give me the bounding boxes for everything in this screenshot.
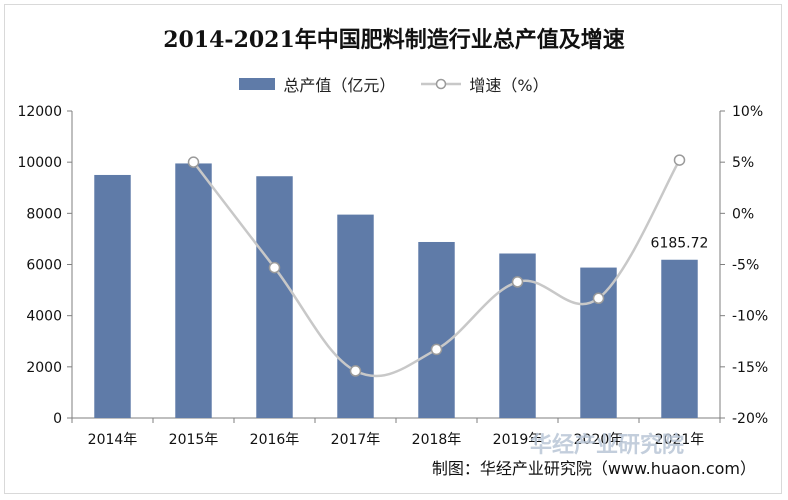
left-tick-label: 6000 bbox=[26, 258, 62, 274]
data-label: 6185.72 bbox=[651, 236, 709, 252]
legend-item-bar: 总产值（亿元） bbox=[239, 72, 395, 96]
bar bbox=[175, 163, 212, 418]
x-tick-label: 2018年 bbox=[412, 432, 462, 448]
bar bbox=[256, 176, 293, 418]
legend-label-line: 增速（%） bbox=[469, 76, 549, 95]
chart-frame bbox=[4, 4, 782, 494]
right-tick-label: -15% bbox=[732, 360, 768, 376]
legend-swatch-bar bbox=[239, 78, 276, 90]
left-tick-label: 2000 bbox=[26, 360, 62, 376]
credit-text: 制图：华经产业研究院（www.huaon.com） bbox=[431, 459, 756, 478]
x-tick-label: 2017年 bbox=[331, 432, 381, 448]
x-tick-label: 2014年 bbox=[88, 432, 138, 448]
x-tick-label: 2021年 bbox=[655, 432, 705, 448]
left-tick-label: 4000 bbox=[26, 309, 62, 325]
x-tick-label: 2020年 bbox=[574, 432, 624, 448]
legend-label-bar: 总产值（亿元） bbox=[283, 76, 396, 95]
growth-point bbox=[673, 154, 686, 166]
right-tick-label: 5% bbox=[732, 155, 754, 171]
growth-point bbox=[268, 261, 281, 274]
bar bbox=[580, 267, 617, 418]
left-tick-label: 12000 bbox=[17, 104, 62, 120]
legend-item-line: 增速（%） bbox=[421, 72, 549, 96]
watermark: 华经产业研究院 bbox=[530, 433, 685, 458]
growth-point bbox=[511, 276, 524, 288]
left-tick-label: 8000 bbox=[26, 206, 62, 222]
right-tick-label: 0% bbox=[732, 206, 754, 222]
x-tick-label: 2015年 bbox=[169, 432, 219, 448]
right-tick-label: -20% bbox=[732, 411, 768, 427]
growth-point bbox=[430, 343, 443, 356]
bar bbox=[337, 214, 374, 418]
x-tick-label: 2019年 bbox=[493, 432, 543, 448]
growth-point bbox=[187, 156, 200, 168]
growth-point bbox=[349, 365, 362, 377]
left-tick-label: 0 bbox=[53, 411, 62, 427]
right-tick-label: 10% bbox=[732, 104, 763, 120]
left-tick-label: 10000 bbox=[17, 155, 62, 171]
x-tick-label: 2016年 bbox=[250, 432, 300, 448]
right-tick-label: -10% bbox=[732, 309, 768, 325]
legend-swatch-line bbox=[421, 78, 462, 90]
right-tick-label: -5% bbox=[732, 258, 759, 274]
growth-point bbox=[592, 292, 605, 305]
chart-title: 2014-2021年中国肥料制造行业总产值及增速 bbox=[163, 27, 625, 53]
bar bbox=[661, 259, 698, 418]
legend: 总产值（亿元） 增速（%） bbox=[0, 72, 788, 96]
bar bbox=[94, 174, 131, 418]
bar bbox=[418, 241, 455, 418]
